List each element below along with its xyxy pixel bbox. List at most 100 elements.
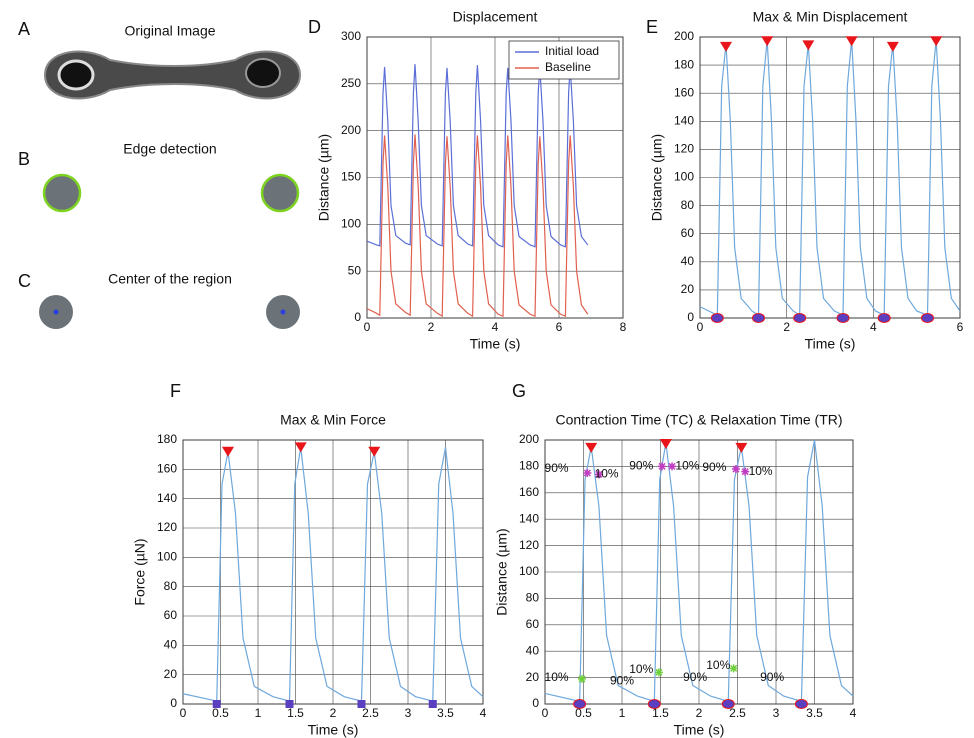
y-tick-label: 0 <box>532 696 539 710</box>
annotation: 10% <box>545 670 569 684</box>
x-tick-label: 1 <box>619 706 626 720</box>
x-tick-label: 3.5 <box>806 706 823 720</box>
x-axis-label: Time (s) <box>674 722 725 738</box>
chart-title: Max & Min Displacement <box>753 9 908 25</box>
x-tick-label: 4 <box>480 706 487 720</box>
y-axis-label: Force (µN) <box>132 538 148 605</box>
panel-letter: G <box>512 381 526 401</box>
min-marker <box>574 700 586 709</box>
y-tick-label: 100 <box>157 550 177 564</box>
chart-title: Displacement <box>453 9 538 25</box>
x-tick-label: 1.5 <box>287 706 304 720</box>
y-tick-label: 160 <box>674 85 694 99</box>
time-marker <box>658 462 666 470</box>
image-title: Edge detection <box>123 141 216 157</box>
x-axis-label: Time (s) <box>805 336 856 352</box>
y-tick-label: 80 <box>526 591 540 605</box>
legend-label: Initial load <box>545 44 599 58</box>
annotation: 10% <box>629 662 653 676</box>
min-marker <box>213 700 221 708</box>
y-tick-label: 120 <box>157 520 177 534</box>
min-marker <box>837 314 849 323</box>
min-marker <box>795 700 807 709</box>
image-title: Center of the region <box>108 271 232 287</box>
min-marker <box>878 314 890 323</box>
x-tick-label: 6 <box>556 320 563 334</box>
y-tick-label: 0 <box>170 696 177 710</box>
y-tick-label: 250 <box>341 76 361 90</box>
x-tick-label: 2.5 <box>729 706 746 720</box>
min-marker <box>794 314 806 323</box>
y-tick-label: 120 <box>674 142 694 156</box>
y-axis-label: Distance (µm) <box>494 528 510 615</box>
x-axis-label: Time (s) <box>470 336 521 352</box>
y-tick-label: 120 <box>519 538 539 552</box>
panel-letter: C <box>18 271 31 291</box>
x-tick-label: 3 <box>773 706 780 720</box>
y-tick-label: 80 <box>681 198 695 212</box>
time-marker <box>732 465 740 473</box>
x-tick-label: 0 <box>364 320 371 334</box>
annotation: 90% <box>760 670 784 684</box>
y-tick-label: 160 <box>157 462 177 476</box>
y-tick-label: 180 <box>157 432 177 446</box>
x-tick-label: 3.5 <box>437 706 454 720</box>
x-tick-label: 2 <box>783 320 790 334</box>
panel-letter: B <box>18 149 30 169</box>
panel-letter: A <box>18 19 30 39</box>
y-tick-label: 20 <box>526 670 540 684</box>
x-tick-label: 4 <box>492 320 499 334</box>
y-tick-label: 40 <box>164 638 178 652</box>
time-marker <box>730 664 738 672</box>
min-marker <box>722 700 734 709</box>
y-tick-label: 20 <box>681 282 695 296</box>
y-tick-label: 140 <box>157 491 177 505</box>
x-tick-label: 1 <box>255 706 262 720</box>
y-tick-label: 80 <box>164 579 178 593</box>
x-tick-label: 6 <box>957 320 964 334</box>
min-marker <box>711 314 723 323</box>
y-tick-label: 40 <box>681 254 695 268</box>
y-tick-label: 100 <box>519 564 539 578</box>
y-tick-label: 200 <box>674 29 694 43</box>
y-tick-label: 200 <box>341 123 361 137</box>
chart-title: Contraction Time (TC) & Relaxation Time … <box>555 412 842 428</box>
y-tick-label: 180 <box>674 57 694 71</box>
x-tick-label: 0 <box>542 706 549 720</box>
time-marker <box>655 668 663 676</box>
x-tick-label: 2.5 <box>362 706 379 720</box>
y-tick-label: 150 <box>341 170 361 184</box>
y-tick-label: 200 <box>519 432 539 446</box>
annotation: 10% <box>706 658 730 672</box>
y-tick-label: 60 <box>526 617 540 631</box>
y-tick-label: 140 <box>674 113 694 127</box>
y-axis-label: Distance (µm) <box>649 134 665 221</box>
panel-letter: E <box>646 17 658 37</box>
y-tick-label: 0 <box>354 310 361 324</box>
x-tick-label: 4 <box>870 320 877 334</box>
y-tick-label: 180 <box>519 459 539 473</box>
annotation: 10% <box>595 466 619 480</box>
annotation: 90% <box>702 460 726 474</box>
x-tick-label: 0.5 <box>212 706 229 720</box>
panel-letter: F <box>170 381 181 401</box>
y-tick-label: 100 <box>341 217 361 231</box>
edge-image <box>44 175 298 211</box>
center-image <box>39 295 300 329</box>
image-title: Original Image <box>124 23 215 39</box>
annotation: 10% <box>675 459 699 473</box>
min-marker <box>286 700 294 708</box>
y-tick-label: 60 <box>681 226 695 240</box>
y-tick-label: 300 <box>341 29 361 43</box>
y-tick-label: 60 <box>164 608 178 622</box>
x-tick-label: 2 <box>428 320 435 334</box>
min-marker <box>429 700 437 708</box>
y-tick-label: 40 <box>526 643 540 657</box>
time-marker <box>583 469 591 477</box>
y-tick-label: 100 <box>674 170 694 184</box>
dumbbell-image <box>45 52 300 99</box>
time-marker <box>578 675 586 683</box>
annotation: 90% <box>545 461 569 475</box>
y-axis-label: Distance (µm) <box>316 134 332 221</box>
y-tick-label: 50 <box>348 263 362 277</box>
